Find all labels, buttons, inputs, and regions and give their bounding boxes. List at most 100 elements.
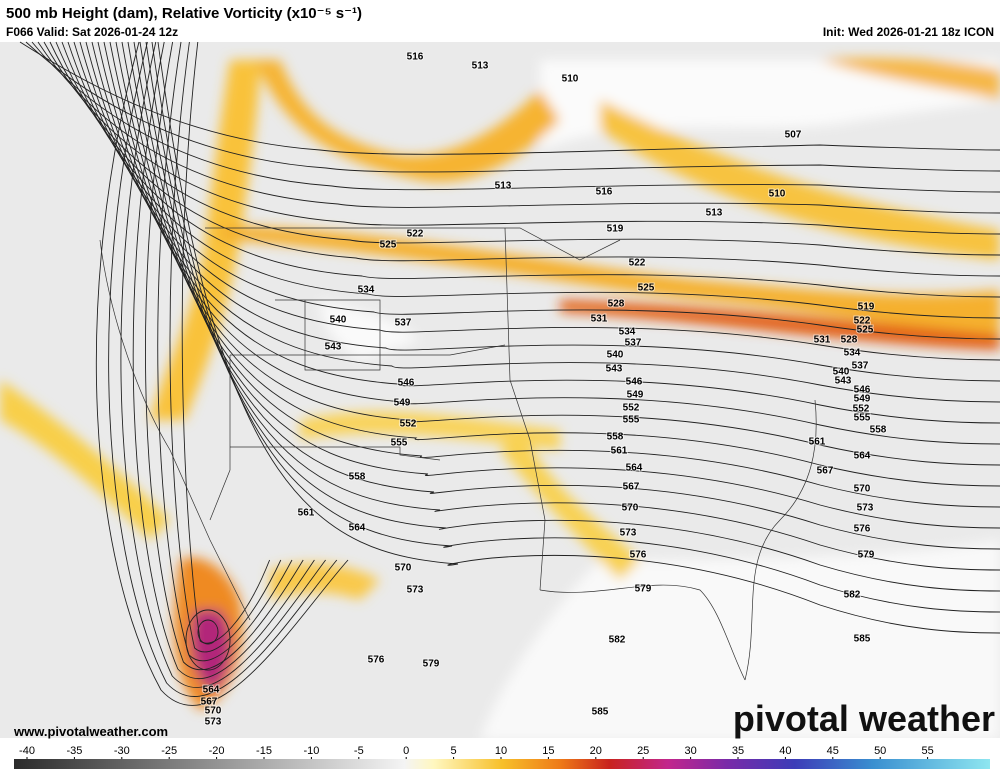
logo: pivotal weather — [733, 698, 995, 739]
contour-label: 552 — [400, 419, 417, 430]
colorbar-tick-label: 40 — [779, 745, 791, 757]
contour-label: 579 — [423, 659, 440, 670]
contour-line — [120, 41, 326, 689]
contour-label: 570 — [622, 503, 639, 514]
colorbar-tick-label: 15 — [542, 745, 554, 757]
contour-label: 522 — [629, 258, 646, 269]
colorbar-ticks: -40 -35 -30 -25 -20 -15 -10 -5 0 5 10 15 20 25 30 35 40 4… — [19, 745, 934, 759]
contour-label: 558 — [870, 425, 887, 436]
contour-label: 573 — [205, 717, 222, 728]
colorbar-tick-label: 0 — [403, 745, 409, 757]
contour-line — [95, 41, 349, 706]
title: 500 mb Height (dam), Relative Vorticity … — [6, 5, 362, 22]
contour-label: 522 — [854, 316, 871, 327]
contour-line — [181, 41, 271, 644]
colorbar-tick-label: 45 — [827, 745, 839, 757]
colorbar-tick-label: 55 — [921, 745, 933, 757]
colorbar-tick-label: -30 — [114, 745, 130, 757]
contour-label: 540 — [607, 350, 624, 361]
website: www.pivotalweather.com — [13, 724, 168, 739]
contour-label: 537 — [395, 318, 412, 329]
contour-label: 561 — [611, 446, 628, 457]
contour-label: 531 — [591, 314, 608, 325]
contour-line — [109, 41, 1000, 466]
contour-label: 558 — [349, 472, 366, 483]
contour-label: 561 — [298, 508, 315, 519]
contour-label: 567 — [201, 697, 218, 708]
header-bg — [0, 0, 1000, 42]
colorbar-tick-label: 20 — [590, 745, 602, 757]
colorbar — [14, 759, 990, 769]
colorbar-tick-label: 35 — [732, 745, 744, 757]
colorbar-tick-label: -15 — [256, 745, 272, 757]
colorbar-tick-label: -5 — [354, 745, 364, 757]
contour-line — [19, 41, 1000, 155]
colorbar-tick-label: -25 — [161, 745, 177, 757]
contour-label: 576 — [854, 524, 871, 535]
contour-label: 528 — [841, 335, 858, 346]
contour-label: 540 — [330, 315, 347, 326]
low-center — [185, 609, 231, 671]
contour-line — [25, 41, 1000, 173]
contour-label: 555 — [623, 415, 640, 426]
contour-label: 543 — [606, 364, 623, 375]
subtitle: F066 Valid: Sat 2026-01-24 12z — [6, 25, 178, 39]
contour-label: 510 — [769, 189, 786, 200]
contour-label: 546 — [626, 377, 643, 388]
contour-label: 543 — [325, 342, 342, 353]
contour-label: 537 — [852, 361, 869, 372]
contour-label: 564 — [203, 685, 220, 696]
contour-label: 582 — [844, 590, 861, 601]
contour-label: 552 — [623, 403, 640, 414]
contour-line — [169, 41, 282, 653]
colorbar-tick-label: 10 — [495, 745, 507, 757]
contour-label: 519 — [607, 224, 624, 235]
low-center — [197, 619, 219, 645]
contour-label: 573 — [407, 585, 424, 596]
vorticity-fill — [0, 58, 1000, 740]
contour-label: 564 — [349, 523, 366, 534]
contour-label: 516 — [596, 187, 613, 198]
contour-label: 543 — [835, 376, 852, 387]
contour-label: 552 — [853, 404, 870, 415]
contour-label: 549 — [394, 398, 411, 409]
contour-label: 525 — [380, 240, 397, 251]
contour-label: 549 — [627, 390, 644, 401]
contour-label: 573 — [857, 503, 874, 514]
colorbar-tick-label: -20 — [209, 745, 225, 757]
contour-label: 555 — [391, 438, 408, 449]
contour-line — [132, 41, 315, 680]
contour-label: 576 — [630, 550, 647, 561]
colorbar-tick-label: -35 — [66, 745, 82, 757]
contour-label: 525 — [857, 325, 874, 336]
contour-label: 546 — [398, 378, 415, 389]
contour-label: 576 — [368, 655, 385, 666]
contour-label: 534 — [358, 285, 375, 296]
contour-label: 564 — [854, 451, 871, 462]
contour-line — [103, 41, 1000, 445]
contour-line — [61, 41, 1000, 298]
contour-line — [55, 41, 1000, 277]
contour-label: 570 — [395, 563, 412, 574]
contour-label: 540 — [833, 367, 850, 378]
contour-label: 567 — [817, 466, 834, 477]
height-contours — [19, 41, 1000, 706]
contour-label: 570 — [205, 706, 222, 717]
contour-line — [31, 41, 1000, 193]
contour-line — [43, 41, 1000, 235]
contour-label: 567 — [623, 482, 640, 493]
contour-label: 537 — [625, 338, 642, 349]
contour-label: 513 — [472, 61, 489, 72]
contour-label: 519 — [858, 302, 875, 313]
contour-label: 531 — [814, 335, 831, 346]
contour-label: 534 — [844, 348, 861, 359]
contour-label: 573 — [620, 528, 637, 539]
contour-line — [145, 41, 304, 670]
colorbar-tick-label: 50 — [874, 745, 886, 757]
contour-label: 570 — [854, 484, 871, 495]
contour-label: 507 — [785, 130, 802, 141]
borders — [99, 227, 817, 681]
